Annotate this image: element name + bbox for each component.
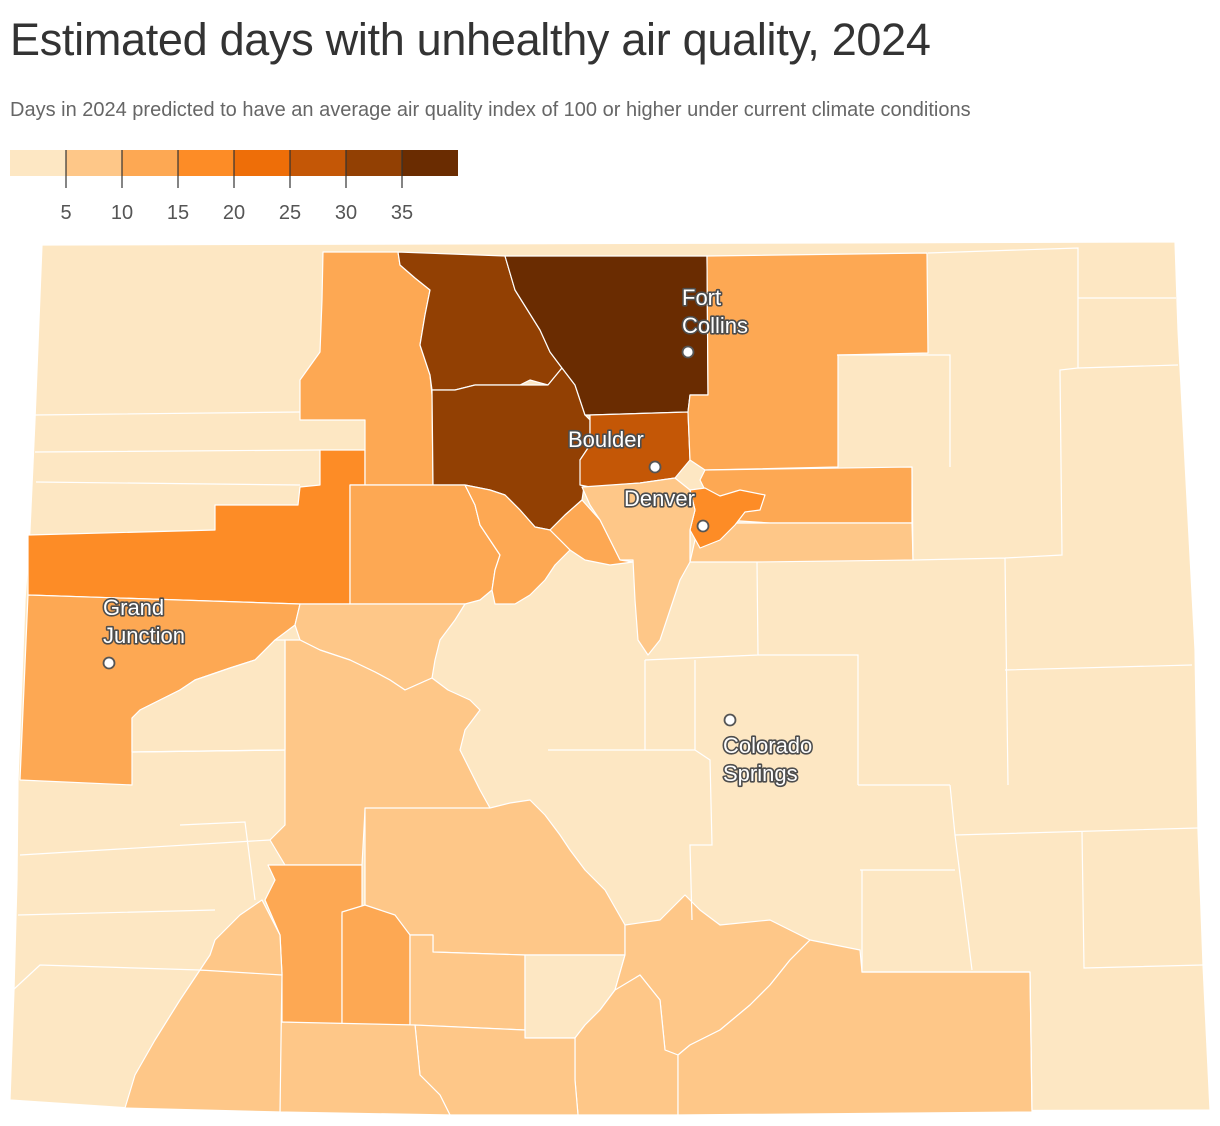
legend-tick-label: 5 xyxy=(60,202,71,224)
legend-bin xyxy=(346,150,402,176)
city-grand-junction: Grand Junction xyxy=(101,593,187,670)
legend-bin xyxy=(290,150,346,176)
county-clear-creek xyxy=(549,499,634,566)
city-label: Junction xyxy=(103,623,185,648)
legend-bin xyxy=(122,150,178,176)
legend-tick-label: 15 xyxy=(167,202,189,224)
chart-title: Estimated days with unhealthy air qualit… xyxy=(10,14,931,65)
city-label: Collins xyxy=(682,313,748,338)
city-dot xyxy=(723,713,737,727)
city-label: Springs xyxy=(723,761,798,786)
county-san-juan xyxy=(199,899,283,976)
color-legend: 5 10 15 20 25 30 35 xyxy=(10,150,458,224)
city-label: Colorado xyxy=(723,733,812,758)
legend-tick-label: 35 xyxy=(391,202,413,224)
city-label: Denver xyxy=(624,486,695,511)
county-la-plata xyxy=(124,969,283,1113)
county-summit xyxy=(464,484,571,605)
city-dot xyxy=(696,519,710,533)
legend-bin xyxy=(234,150,290,176)
city-markers: Fort Collins Boulder Denver Grand Junction Col… xyxy=(101,283,814,788)
legend-ticks: 5 10 15 20 25 30 35 xyxy=(60,150,413,224)
legend-bin xyxy=(402,150,458,176)
chart-subtitle: Days in 2024 predicted to have an averag… xyxy=(10,99,971,121)
legend-bin xyxy=(66,150,122,176)
city-denver: Denver xyxy=(622,484,710,533)
county-borders xyxy=(12,247,1204,1111)
city-fort-collins: Fort Collins xyxy=(680,283,750,359)
city-dot xyxy=(681,345,695,359)
city-label: Boulder xyxy=(568,427,644,452)
legend-bins xyxy=(10,150,458,176)
city-dot xyxy=(648,460,662,474)
legend-svg: 5 10 15 20 25 30 35 xyxy=(10,150,458,224)
counties xyxy=(9,241,1211,1116)
city-dot xyxy=(102,656,116,670)
legend-tick-label: 10 xyxy=(111,202,133,224)
legend-bin xyxy=(178,150,234,176)
legend-tick-label: 30 xyxy=(335,202,357,224)
city-colorado-springs: Colorado Springs xyxy=(721,713,814,788)
legend-tick-label: 25 xyxy=(279,202,301,224)
city-boulder: Boulder xyxy=(566,425,662,474)
legend-tick-label: 20 xyxy=(223,202,245,224)
county-mineral xyxy=(341,904,411,1026)
legend-bin xyxy=(10,150,66,176)
city-label: Fort xyxy=(682,285,721,310)
city-label: Grand xyxy=(103,595,164,620)
county-las-animas xyxy=(677,939,1033,1116)
